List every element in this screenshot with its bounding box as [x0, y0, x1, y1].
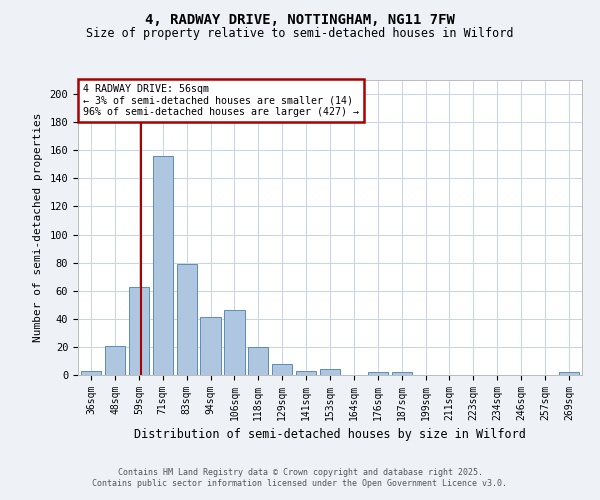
Bar — [200, 318, 221, 375]
Bar — [129, 286, 149, 375]
Bar — [81, 371, 101, 375]
Bar — [320, 370, 340, 375]
Bar — [559, 372, 579, 375]
Bar — [296, 371, 316, 375]
Bar — [368, 372, 388, 375]
Bar — [272, 364, 292, 375]
Bar — [152, 156, 173, 375]
Text: Contains HM Land Registry data © Crown copyright and database right 2025.
Contai: Contains HM Land Registry data © Crown c… — [92, 468, 508, 487]
Bar — [392, 372, 412, 375]
Text: 4, RADWAY DRIVE, NOTTINGHAM, NG11 7FW: 4, RADWAY DRIVE, NOTTINGHAM, NG11 7FW — [145, 12, 455, 26]
Bar — [105, 346, 125, 375]
Bar — [224, 310, 245, 375]
Text: 4 RADWAY DRIVE: 56sqm
← 3% of semi-detached houses are smaller (14)
96% of semi-: 4 RADWAY DRIVE: 56sqm ← 3% of semi-detac… — [83, 84, 359, 117]
Y-axis label: Number of semi-detached properties: Number of semi-detached properties — [32, 113, 43, 342]
Bar — [248, 347, 268, 375]
Bar — [176, 264, 197, 375]
X-axis label: Distribution of semi-detached houses by size in Wilford: Distribution of semi-detached houses by … — [134, 428, 526, 442]
Text: Size of property relative to semi-detached houses in Wilford: Size of property relative to semi-detach… — [86, 28, 514, 40]
